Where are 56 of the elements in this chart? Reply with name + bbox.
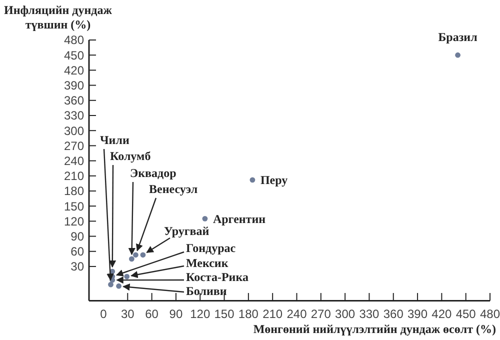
point bbox=[124, 274, 130, 280]
y-tick-label: 30 bbox=[70, 260, 84, 274]
annotation: Боливи bbox=[186, 284, 227, 298]
annotation: Эквадор bbox=[130, 166, 177, 180]
x-tick-label: 360 bbox=[383, 307, 404, 321]
y-tick-label: 60 bbox=[70, 244, 84, 259]
x-tick-label: 450 bbox=[456, 307, 476, 321]
y-tick-label: 210 bbox=[64, 169, 84, 184]
y-tick-label: 420 bbox=[64, 63, 84, 78]
y-tick-label: 240 bbox=[64, 154, 84, 168]
annotation: Гондурас bbox=[186, 241, 236, 255]
y-tick-label: 450 bbox=[64, 48, 84, 62]
y-tick-label: 180 bbox=[64, 184, 84, 198]
x-axis-title: Мөнгөний нийлүүлэлтийн дундаж өсөлт (%) bbox=[253, 322, 496, 336]
x-tick-label: 330 bbox=[359, 307, 380, 321]
annotation: Коста-Рика bbox=[186, 270, 248, 284]
point bbox=[140, 252, 146, 258]
point bbox=[108, 282, 114, 288]
y-tick-label: 120 bbox=[64, 214, 84, 228]
x-tick-label: 210 bbox=[262, 307, 283, 321]
x-tick-label: 60 bbox=[145, 307, 159, 321]
x-tick-label: 270 bbox=[310, 307, 332, 321]
point bbox=[133, 252, 138, 258]
x-tick-label: 30 bbox=[120, 307, 135, 321]
annotation: Колумб bbox=[110, 149, 151, 163]
annotation: Перу bbox=[260, 173, 288, 188]
x-tick-label: 120 bbox=[190, 307, 210, 321]
x-tick-label: 0 bbox=[100, 307, 108, 321]
x-tick-label: 90 bbox=[169, 307, 183, 321]
y-tick-label: 330 bbox=[64, 108, 84, 123]
annotation: Чили bbox=[100, 133, 130, 147]
annotation: Аргентин bbox=[212, 212, 266, 226]
x-tick-label: 300 bbox=[335, 307, 356, 321]
annotation: Мексик bbox=[186, 256, 228, 270]
annotation: Уругвай bbox=[164, 224, 210, 238]
point bbox=[116, 283, 122, 289]
y-tick-label: 270 bbox=[64, 138, 84, 153]
y-tick-label: 390 bbox=[64, 78, 84, 92]
y-tick-label: 90 bbox=[70, 229, 84, 244]
x-tick-label: 390 bbox=[408, 307, 428, 321]
y-axis-title: Инфляцийн дундаж түвшин (%) bbox=[4, 3, 112, 32]
x-tick-label: 180 bbox=[238, 307, 259, 321]
point bbox=[202, 216, 208, 222]
annotation: Бразил bbox=[438, 30, 478, 44]
y-tick-label: 300 bbox=[64, 124, 84, 138]
x-tick-label: 480 bbox=[480, 307, 500, 321]
point bbox=[250, 177, 256, 183]
x-tick-label: 420 bbox=[432, 307, 452, 321]
y-tick-label: 480 bbox=[64, 33, 84, 48]
y-tick-label: 360 bbox=[64, 94, 84, 108]
point bbox=[128, 256, 134, 262]
x-tick-label: 150 bbox=[214, 307, 235, 321]
x-tick-label: 240 bbox=[286, 307, 308, 321]
point bbox=[455, 52, 460, 58]
y-tick-label: 150 bbox=[64, 199, 84, 214]
annotation: Венесуэл bbox=[149, 182, 198, 196]
